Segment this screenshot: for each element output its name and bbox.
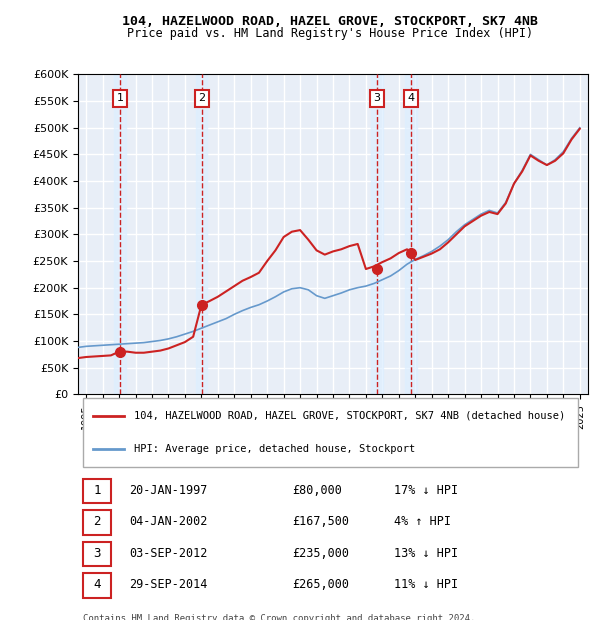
Text: 04-JAN-2002: 04-JAN-2002 (129, 515, 208, 528)
Text: 29-SEP-2014: 29-SEP-2014 (129, 578, 208, 591)
Text: 03-SEP-2012: 03-SEP-2012 (129, 547, 208, 560)
Text: 104, HAZELWOOD ROAD, HAZEL GROVE, STOCKPORT, SK7 4NB (detached house): 104, HAZELWOOD ROAD, HAZEL GROVE, STOCKP… (134, 410, 565, 420)
Text: 104, HAZELWOOD ROAD, HAZEL GROVE, STOCKPORT, SK7 4NB: 104, HAZELWOOD ROAD, HAZEL GROVE, STOCKP… (122, 15, 538, 28)
Text: Contains HM Land Registry data © Crown copyright and database right 2024.
This d: Contains HM Land Registry data © Crown c… (83, 614, 475, 620)
Text: 1: 1 (93, 484, 101, 497)
FancyBboxPatch shape (83, 510, 111, 535)
FancyBboxPatch shape (83, 574, 111, 598)
Text: HPI: Average price, detached house, Stockport: HPI: Average price, detached house, Stoc… (134, 444, 415, 454)
Text: 11% ↓ HPI: 11% ↓ HPI (394, 578, 458, 591)
Text: £265,000: £265,000 (292, 578, 349, 591)
Text: 3: 3 (373, 94, 380, 104)
Text: 3: 3 (93, 547, 101, 560)
Text: 2: 2 (93, 515, 101, 528)
Text: Price paid vs. HM Land Registry's House Price Index (HPI): Price paid vs. HM Land Registry's House … (127, 27, 533, 40)
Text: 4% ↑ HPI: 4% ↑ HPI (394, 515, 451, 528)
FancyBboxPatch shape (83, 542, 111, 567)
Text: 20-JAN-1997: 20-JAN-1997 (129, 484, 208, 497)
Text: 1: 1 (116, 94, 124, 104)
Bar (196, 74, 208, 394)
Bar (114, 74, 126, 394)
Text: 4: 4 (407, 94, 415, 104)
Text: 13% ↓ HPI: 13% ↓ HPI (394, 547, 458, 560)
Text: 4: 4 (93, 578, 101, 591)
FancyBboxPatch shape (83, 398, 578, 467)
Text: 17% ↓ HPI: 17% ↓ HPI (394, 484, 458, 497)
Text: £235,000: £235,000 (292, 547, 349, 560)
Bar (406, 74, 417, 394)
FancyBboxPatch shape (83, 479, 111, 503)
Bar (371, 74, 383, 394)
Text: £167,500: £167,500 (292, 515, 349, 528)
Text: 2: 2 (198, 94, 205, 104)
Text: £80,000: £80,000 (292, 484, 342, 497)
